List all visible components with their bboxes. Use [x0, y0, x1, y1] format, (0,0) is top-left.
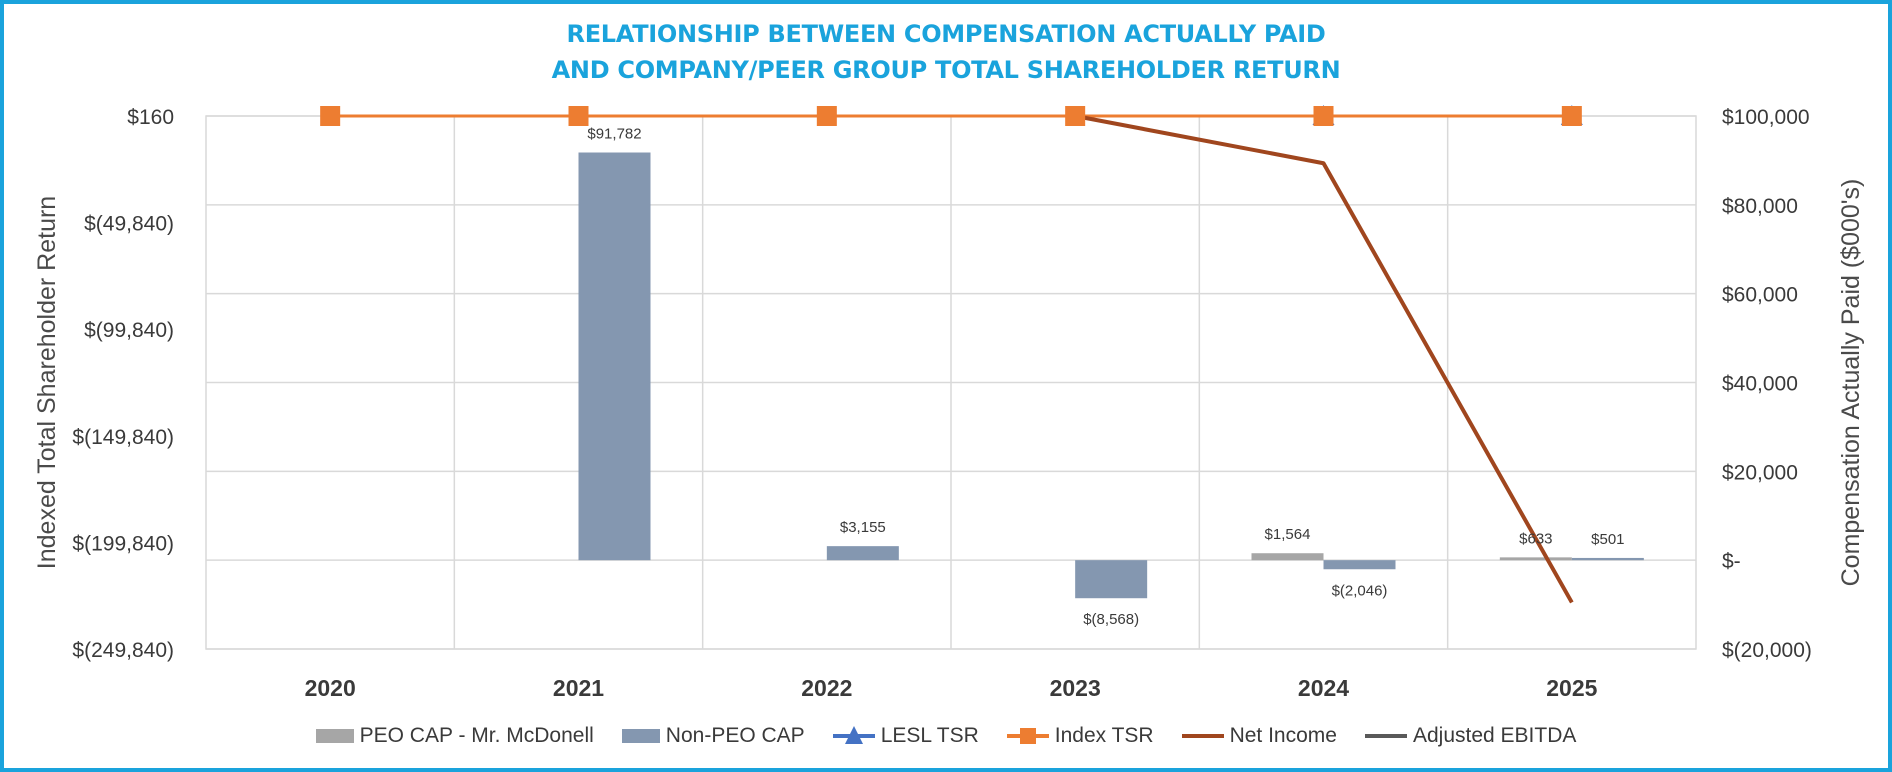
legend: PEO CAP - Mr. McDonell Non-PEO CAP LESL TS…	[0, 720, 1892, 752]
left-tick-label-0: $160	[127, 106, 174, 129]
chart-title-line-2: AND COMPANY/PEER GROUP TOTAL SHAREHOLDER…	[551, 56, 1341, 84]
data-label-peo_cap-2024: $1,564	[1265, 526, 1311, 543]
marker-index_tsr-2022	[816, 106, 837, 126]
legend-label-peo_cap: PEO CAP - Mr. McDonell	[359, 724, 594, 747]
x-tick-label-2024: 2024	[1298, 675, 1349, 701]
legend-swatch-non_peo_cap	[621, 729, 660, 743]
data-label-non_peo_cap-2024: $(2,046)	[1332, 582, 1388, 599]
chart-title: RELATIONSHIP BETWEEN COMPENSATION ACTUAL…	[0, 16, 1892, 88]
x-tick-label-2025: 2025	[1546, 675, 1597, 701]
right-tick-label-4: $20,000	[1722, 461, 1798, 484]
left-tick-label-1: $(49,840)	[84, 213, 174, 236]
legend-swatch-peo_cap	[315, 729, 354, 743]
right-tick-label-0: $100,000	[1722, 106, 1810, 129]
legend-item-lesl_tsr: LESL TSR	[832, 724, 979, 748]
bar-peo_cap-2024	[1251, 553, 1324, 561]
legend-label-index_tsr: Index TSR	[1054, 724, 1154, 747]
legend-label-non_peo_cap: Non-PEO CAP	[665, 724, 805, 747]
marker-index_tsr-2020	[320, 106, 341, 126]
bar-non_peo_cap-2025	[1571, 557, 1644, 561]
bar-peo_cap-2025	[1499, 557, 1572, 561]
legend-label-lesl_tsr: LESL TSR	[880, 724, 979, 747]
bars	[578, 152, 1644, 599]
legend-label-adjusted_ebitda: Adjusted EBITDA	[1412, 724, 1577, 747]
legend-item-peo_cap: PEO CAP - Mr. McDonell	[315, 724, 594, 748]
legend-swatch-marker-lesl_tsr	[844, 726, 863, 744]
legend-swatch-lesl_tsr	[832, 726, 875, 744]
bar-non_peo_cap-2024	[1323, 560, 1396, 570]
legend-swatch-shape-non_peo_cap	[621, 729, 660, 743]
right-tick-label-1: $80,000	[1722, 195, 1798, 218]
marker-index_tsr-2021	[568, 106, 589, 126]
bar-non_peo_cap-2021	[578, 152, 651, 561]
y-axis-title-right: Compensation Actually Paid ($000's)	[1837, 179, 1865, 587]
marker-index_tsr-2024	[1313, 106, 1334, 126]
chart-title-line-1: RELATIONSHIP BETWEEN COMPENSATION ACTUAL…	[566, 20, 1326, 48]
marker-index_tsr-2025	[1561, 106, 1582, 126]
data-label-non_peo_cap-2025: $501	[1591, 531, 1624, 548]
legend-item-net_income: Net Income	[1181, 724, 1337, 748]
legend-label-net_income: Net Income	[1229, 724, 1337, 747]
right-tick-label-5: $-	[1722, 550, 1741, 573]
legend-swatch-index_tsr	[1006, 728, 1049, 744]
data-label-non_peo_cap-2022: $3,155	[840, 519, 886, 536]
x-tick-label-2022: 2022	[801, 675, 852, 701]
right-tick-label-6: $(20,000)	[1722, 639, 1812, 662]
right-tick-label-3: $40,000	[1722, 373, 1798, 396]
data-label-non_peo_cap-2023: $(8,568)	[1083, 611, 1139, 628]
legend-item-non_peo_cap: Non-PEO CAP	[621, 724, 805, 748]
x-tick-label-2021: 2021	[553, 675, 604, 701]
data-label-peo_cap-2025: $633	[1519, 530, 1552, 547]
left-tick-label-2: $(99,840)	[84, 319, 174, 342]
x-tick-label-2023: 2023	[1050, 675, 1101, 701]
legend-swatch-shape-peo_cap	[315, 729, 354, 743]
axes: $160 $(49,840) $(99,840) $(149,840) $(199,84…	[33, 106, 1865, 701]
y-axis-title-left: Indexed Total Shareholder Return	[33, 196, 61, 569]
legend-swatch-marker-index_tsr	[1019, 728, 1036, 744]
left-tick-label-5: $(249,840)	[72, 639, 174, 662]
x-tick-label-2020: 2020	[305, 675, 356, 701]
data-label-non_peo_cap-2021: $91,782	[587, 126, 641, 143]
bar-non_peo_cap-2023	[1075, 560, 1148, 599]
legend-item-index_tsr: Index TSR	[1006, 724, 1154, 748]
right-tick-label-2: $60,000	[1722, 284, 1798, 307]
lines	[330, 114, 1574, 604]
marker-index_tsr-2023	[1065, 106, 1086, 126]
line-net_income	[1074, 114, 1574, 604]
legend-swatch-net_income	[1181, 734, 1224, 738]
legend-swatch-adjusted_ebitda	[1364, 734, 1407, 738]
markers	[320, 105, 1583, 126]
gridlines	[205, 115, 1697, 650]
left-tick-label-4: $(199,840)	[72, 532, 174, 555]
data-labels: $1,564 $633 $91,782 $3,155 $(8,568) $(2,046) $…	[587, 126, 1624, 629]
bar-non_peo_cap-2022	[826, 546, 899, 561]
legend-item-adjusted_ebitda: Adjusted EBITDA	[1364, 724, 1577, 748]
left-tick-label-3: $(149,840)	[72, 426, 174, 449]
